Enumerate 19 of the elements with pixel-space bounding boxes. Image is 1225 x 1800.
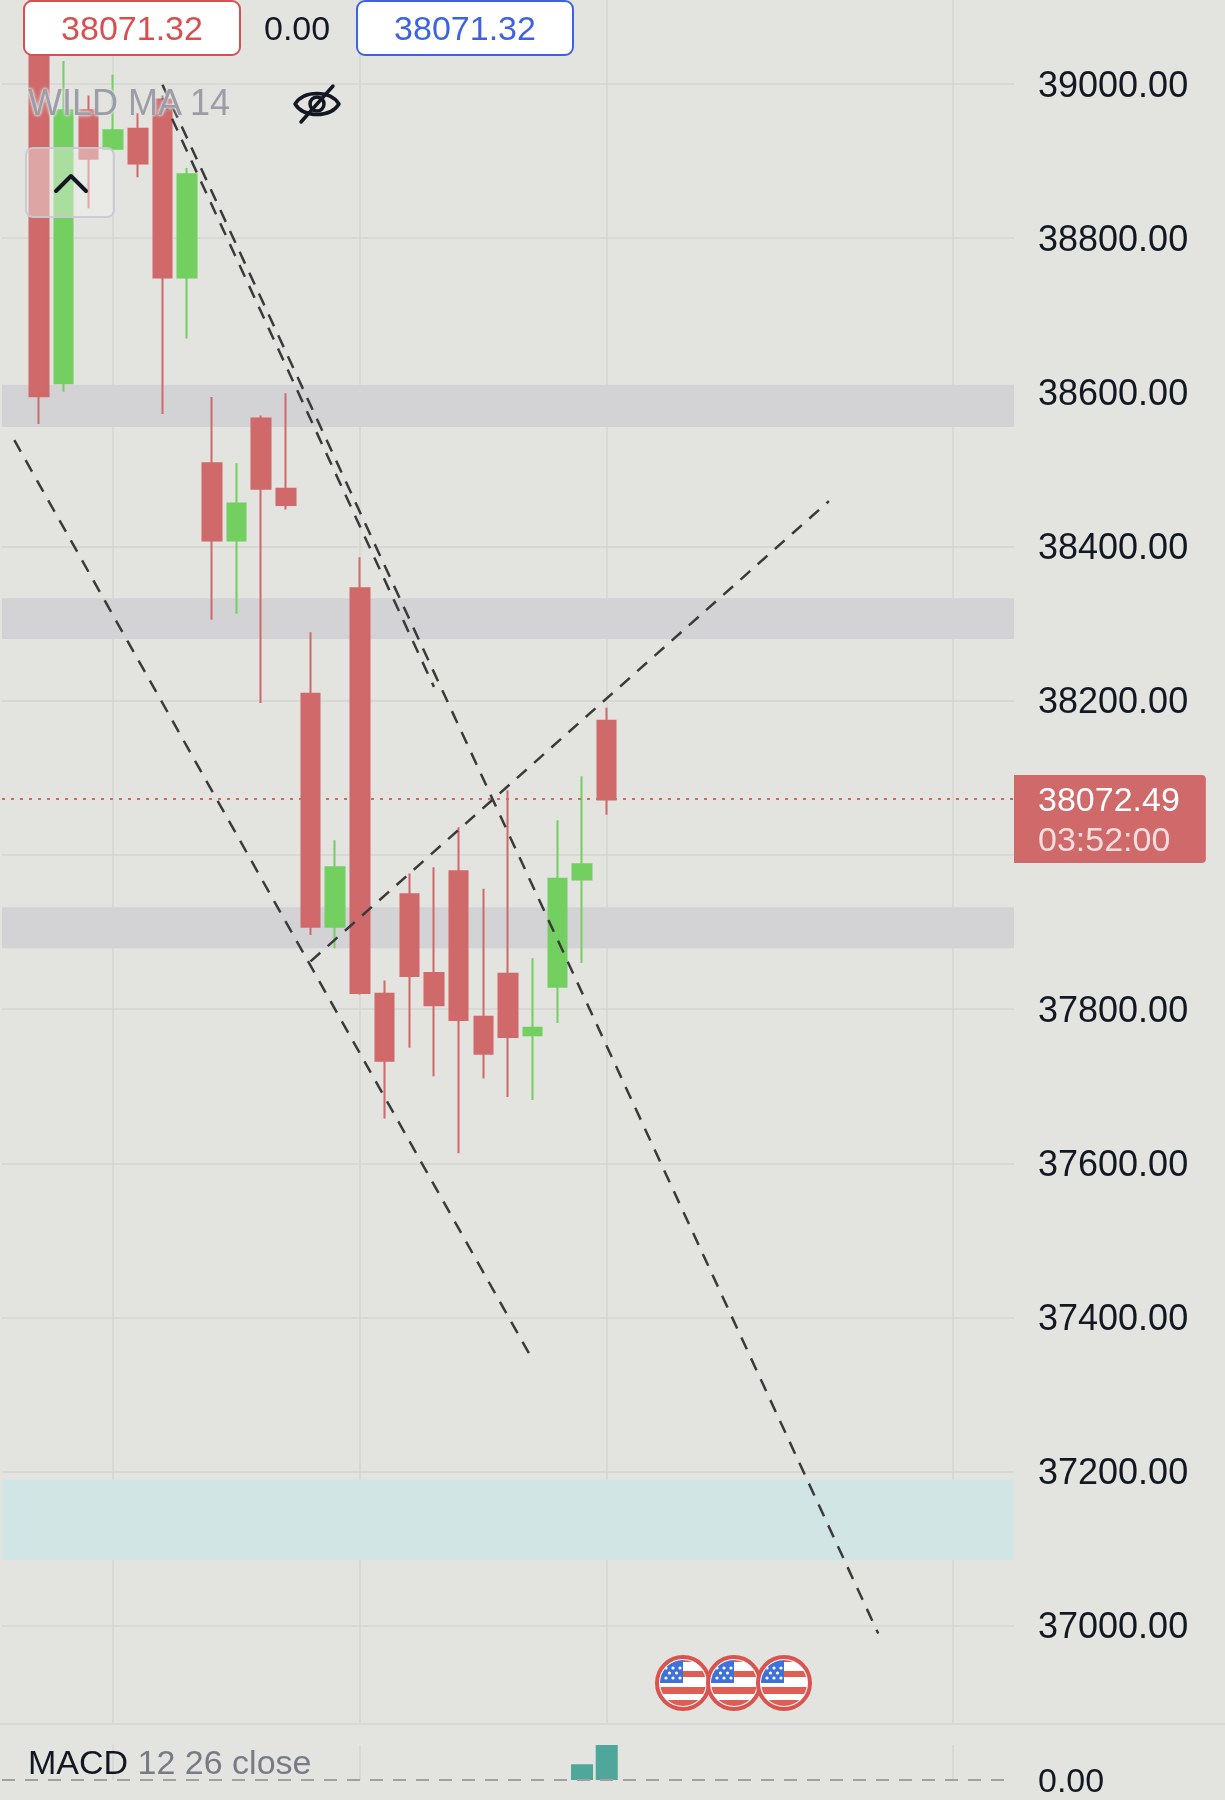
annotation: 0.00 <box>264 9 331 47</box>
annotation: 38071.32 <box>394 9 536 47</box>
y-tick-label: 39000.00 <box>1038 63 1189 105</box>
y-tick-label: 38800.00 <box>1038 217 1189 259</box>
y-tick-label: 37200.00 <box>1038 1451 1189 1493</box>
y-tick-label: 37800.00 <box>1038 988 1189 1030</box>
annotation: 38071.32 <box>61 9 203 47</box>
price-button: 38071.32 <box>23 0 241 56</box>
y-tick-label: 37000.00 <box>1038 1605 1189 1647</box>
y-tick-label: 37600.00 <box>1038 1142 1189 1184</box>
text: 03:52:00 <box>1038 820 1171 859</box>
ref-line-label: 0.00 <box>1038 1761 1105 1799</box>
chart-title: MACD 12 26 close <box>28 1743 312 1781</box>
y-tick-label: 38200.00 <box>1038 680 1189 722</box>
price-button: 38071.32 <box>356 0 574 56</box>
y-tick-label: 38600.00 <box>1038 371 1189 413</box>
y-tick-label: 38400.00 <box>1038 526 1189 568</box>
ref-line-label: 38072.49 <box>1038 780 1180 819</box>
y-tick-label: 37400.00 <box>1038 1297 1189 1338</box>
